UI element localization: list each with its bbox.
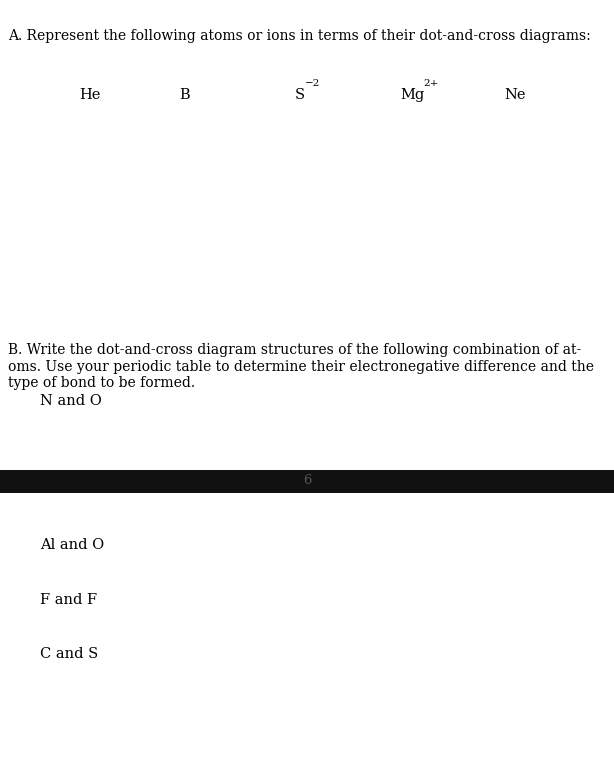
Text: 2+: 2+ (423, 79, 438, 88)
Text: A. Represent the following atoms or ions in terms of their dot-and-cross diagram: A. Represent the following atoms or ions… (8, 29, 591, 43)
Text: B: B (180, 88, 190, 102)
Text: F and F: F and F (40, 593, 97, 607)
Text: He: He (79, 88, 101, 102)
Text: N and O: N and O (40, 394, 102, 408)
Text: type of bond to be formed.: type of bond to be formed. (8, 376, 195, 390)
Text: Al and O: Al and O (40, 538, 104, 552)
Text: Mg: Mg (400, 88, 424, 102)
Text: S: S (295, 88, 305, 102)
Text: 6: 6 (303, 474, 311, 488)
Text: −2: −2 (305, 79, 321, 88)
Text: Ne: Ne (504, 88, 526, 102)
Text: B. Write the dot-and-cross diagram structures of the following combination of at: B. Write the dot-and-cross diagram struc… (8, 343, 581, 357)
Text: oms. Use your periodic table to determine their electronegative difference and t: oms. Use your periodic table to determin… (8, 360, 594, 374)
Bar (0, 470, 614, 493)
Text: C and S: C and S (40, 647, 98, 661)
